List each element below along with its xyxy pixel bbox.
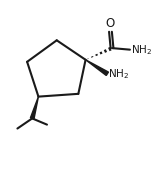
- Polygon shape: [86, 60, 108, 76]
- Text: NH$_2$: NH$_2$: [131, 43, 152, 57]
- Text: NH$_2$: NH$_2$: [108, 68, 129, 81]
- Polygon shape: [30, 97, 38, 119]
- Text: O: O: [106, 17, 115, 30]
